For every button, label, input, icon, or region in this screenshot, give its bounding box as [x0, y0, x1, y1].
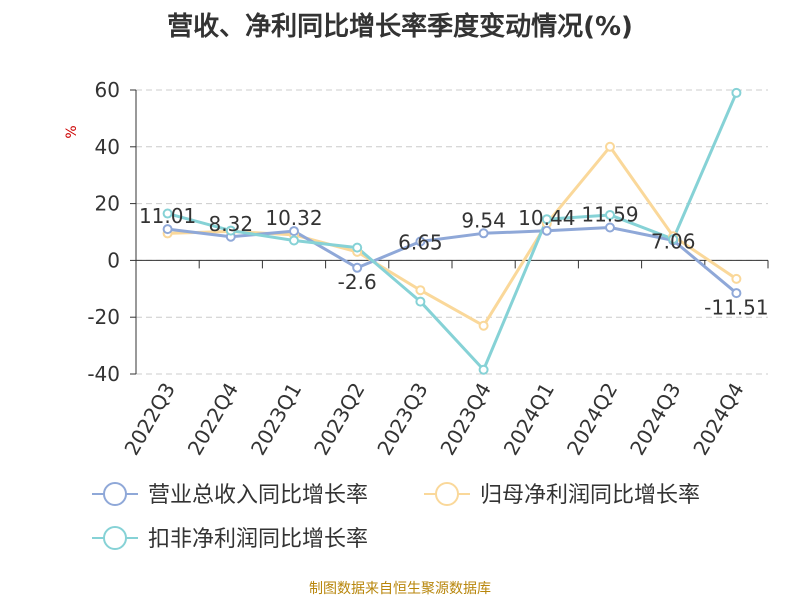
data-point: [478, 320, 489, 331]
y-tick-label: 0: [107, 248, 120, 272]
data-point: [162, 208, 173, 219]
legend-marker: [103, 526, 127, 550]
data-point: [668, 234, 679, 245]
data-label: 10.44: [518, 206, 575, 230]
x-tick-label: 2022Q4: [183, 379, 243, 460]
y-tick-label: -40: [87, 362, 120, 386]
series-line: [167, 92, 738, 372]
data-point: [352, 262, 363, 273]
data-point: [415, 285, 426, 296]
data-label: 11.01: [139, 204, 196, 228]
x-tick-label: 2023Q2: [309, 379, 369, 460]
data-point: [289, 226, 299, 237]
data-point: [541, 225, 552, 236]
y-tick-label: 20: [95, 192, 120, 216]
series-line: [167, 225, 738, 295]
data-point: [162, 224, 173, 235]
data-point: [731, 87, 742, 98]
data-point: [605, 141, 615, 152]
x-tick-label: 2024Q1: [499, 379, 559, 460]
data-point: [541, 214, 552, 225]
legend-marker: [435, 482, 459, 506]
data-point: [225, 225, 236, 236]
data-label: -2.6: [338, 270, 377, 294]
data-point: [478, 364, 489, 375]
x-tick-label: 2024Q3: [625, 379, 685, 460]
data-point: [605, 222, 615, 233]
data-point: [415, 236, 426, 247]
data-point: [415, 296, 426, 307]
chart-title: 营收、净利同比增长率季度变动情况(%): [167, 12, 633, 42]
data-label: 6.65: [398, 231, 443, 255]
legend-marker: [103, 482, 127, 506]
legend-label: 归母净利润同比增长率: [480, 483, 700, 508]
data-point: [731, 288, 742, 299]
source-note: 制图数据来自恒生聚源数据库: [309, 581, 491, 597]
x-tick-label: 2022Q3: [119, 379, 179, 460]
y-tick-label: -20: [87, 305, 120, 329]
x-tick-label: 2023Q1: [246, 379, 306, 460]
data-label: -11.51: [704, 295, 768, 319]
data-label: 8.32: [209, 212, 254, 236]
x-tick-label: 2024Q4: [688, 379, 748, 460]
data-label: 7.06: [651, 229, 696, 253]
data-point: [478, 228, 489, 239]
y-axis-label: %: [64, 125, 80, 138]
y-tick-label: 60: [95, 78, 120, 102]
legend-label: 营业总收入同比增长率: [148, 483, 368, 508]
x-tick-label: 2023Q4: [435, 379, 495, 460]
data-point: [605, 209, 615, 220]
data-label: 10.32: [265, 206, 322, 230]
x-tick-label: 2023Q3: [372, 379, 432, 460]
x-tick-label: 2024Q2: [562, 379, 622, 460]
data-point: [352, 242, 363, 253]
data-point: [289, 235, 299, 246]
y-tick-label: 40: [95, 135, 120, 159]
data-point: [731, 273, 742, 284]
data-label: 11.59: [581, 202, 638, 226]
data-label: 9.54: [461, 208, 506, 232]
legend-label: 扣非净利润同比增长率: [148, 527, 368, 552]
